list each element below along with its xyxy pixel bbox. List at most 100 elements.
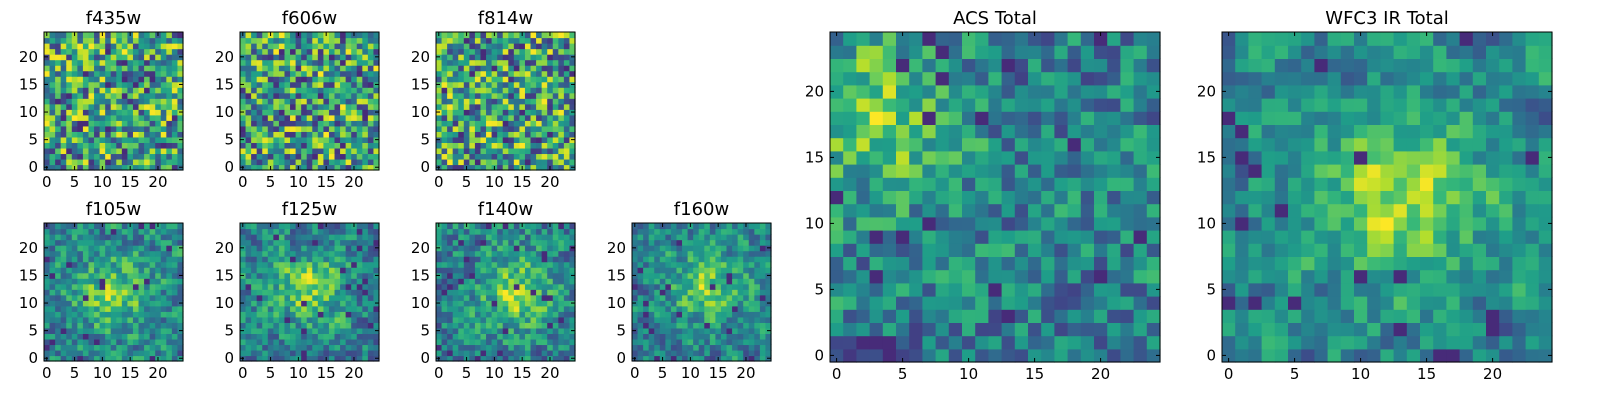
heatmap-cell — [737, 355, 744, 362]
heatmap-cell — [463, 147, 470, 155]
heatmap-cell — [105, 92, 112, 99]
heatmap-cell — [491, 333, 498, 340]
heatmap-cell — [497, 338, 504, 346]
heatmap-cell — [530, 109, 537, 116]
heatmap-cell — [301, 239, 308, 246]
heatmap-cell — [1001, 164, 1016, 178]
heatmap-cell — [251, 289, 258, 296]
heatmap-cell — [149, 300, 156, 307]
heatmap-cell — [1120, 256, 1135, 271]
heatmap-cell — [632, 234, 639, 241]
heatmap-cell — [665, 261, 672, 268]
heatmap-cell — [643, 250, 650, 257]
heatmap-cell — [469, 54, 476, 61]
heatmap-cell — [105, 316, 112, 323]
heatmap-cell — [935, 309, 950, 323]
heatmap-cell — [693, 322, 700, 329]
heatmap-cell — [251, 349, 258, 357]
heatmap-cell — [273, 283, 280, 290]
heatmap-cell — [256, 355, 263, 362]
heatmap-cell — [262, 120, 269, 127]
heatmap-cell — [519, 250, 526, 257]
heatmap-cell — [441, 283, 448, 290]
heatmap-cell — [720, 344, 728, 351]
heatmap-cell — [1094, 190, 1108, 205]
heatmap-cell — [295, 272, 302, 279]
heatmap-cell — [497, 256, 504, 263]
heatmap-cell — [82, 103, 90, 110]
heatmap-cell — [306, 234, 313, 241]
heatmap-cell — [110, 278, 117, 285]
heatmap-cell — [82, 327, 90, 334]
heatmap-cell — [637, 278, 644, 285]
heatmap-cell — [132, 120, 140, 127]
heatmap-cell — [340, 131, 347, 138]
heatmap-cell — [60, 81, 67, 88]
heatmap-cell — [530, 120, 537, 127]
heatmap-cell — [290, 223, 297, 230]
heatmap-cell — [508, 327, 515, 334]
heatmap-cell — [665, 278, 672, 285]
heatmap-cell — [351, 147, 358, 155]
heatmap-cell — [82, 322, 90, 329]
heatmap-cell — [312, 109, 319, 116]
heatmap-cell — [262, 98, 269, 105]
heatmap-cell — [127, 272, 134, 279]
heatmap-cell — [306, 48, 313, 55]
heatmap-cell — [541, 76, 548, 83]
heatmap-cell — [295, 114, 302, 121]
heatmap-cell — [1120, 216, 1135, 231]
heatmap-cell — [922, 190, 937, 205]
heatmap-cell — [720, 294, 728, 301]
heatmap-cell — [632, 228, 639, 235]
heatmap-cell — [127, 142, 134, 149]
heatmap-cell — [356, 300, 363, 307]
heatmap-cell — [144, 103, 151, 110]
heatmap-cell — [1120, 309, 1135, 323]
heatmap-cell — [301, 333, 308, 340]
heatmap-cell — [116, 32, 123, 39]
heatmap-cell — [682, 278, 689, 285]
heatmap-cell — [290, 311, 297, 318]
heatmap-cell — [882, 177, 897, 191]
heatmap-cell — [497, 234, 504, 241]
heatmap-cell — [116, 267, 123, 274]
heatmap-cell — [328, 54, 336, 61]
heatmap-cell — [856, 230, 871, 244]
heatmap-cell — [648, 344, 655, 351]
heatmap-cell — [643, 239, 650, 246]
heatmap-cell — [166, 245, 173, 252]
heatmap-cell — [49, 92, 56, 99]
heatmap-cell — [251, 245, 258, 252]
heatmap-cell — [71, 300, 78, 307]
heatmap-cell — [541, 278, 548, 285]
heatmap-cell — [334, 316, 341, 323]
heatmap-cell — [569, 256, 576, 263]
y-tick-label: 0 — [224, 158, 234, 176]
heatmap-cell — [127, 87, 134, 94]
heatmap-cell — [563, 316, 571, 323]
heatmap-cell — [273, 245, 280, 252]
heatmap-cell — [909, 322, 923, 337]
heatmap-cell — [563, 278, 571, 285]
heatmap-cell — [519, 261, 526, 268]
heatmap-cell — [345, 70, 352, 77]
heatmap-cell — [240, 103, 247, 110]
heatmap-cell — [240, 316, 247, 323]
heatmap-cell — [1133, 230, 1148, 244]
heatmap-cell — [486, 76, 493, 83]
heatmap-cell — [116, 125, 123, 132]
heatmap-cell — [94, 278, 101, 285]
heatmap-cell — [709, 305, 716, 312]
heatmap-cell — [166, 234, 173, 241]
heatmap-cell — [323, 114, 330, 121]
heatmap-cell — [988, 282, 1003, 297]
heatmap-cell — [676, 278, 683, 285]
heatmap-cell — [71, 289, 78, 296]
heatmap-cell — [491, 43, 498, 50]
heatmap-cell — [317, 147, 324, 155]
heatmap-cell — [458, 98, 465, 105]
heatmap-cell — [569, 305, 576, 312]
heatmap-cell — [49, 223, 56, 230]
heatmap-cell — [160, 70, 167, 77]
